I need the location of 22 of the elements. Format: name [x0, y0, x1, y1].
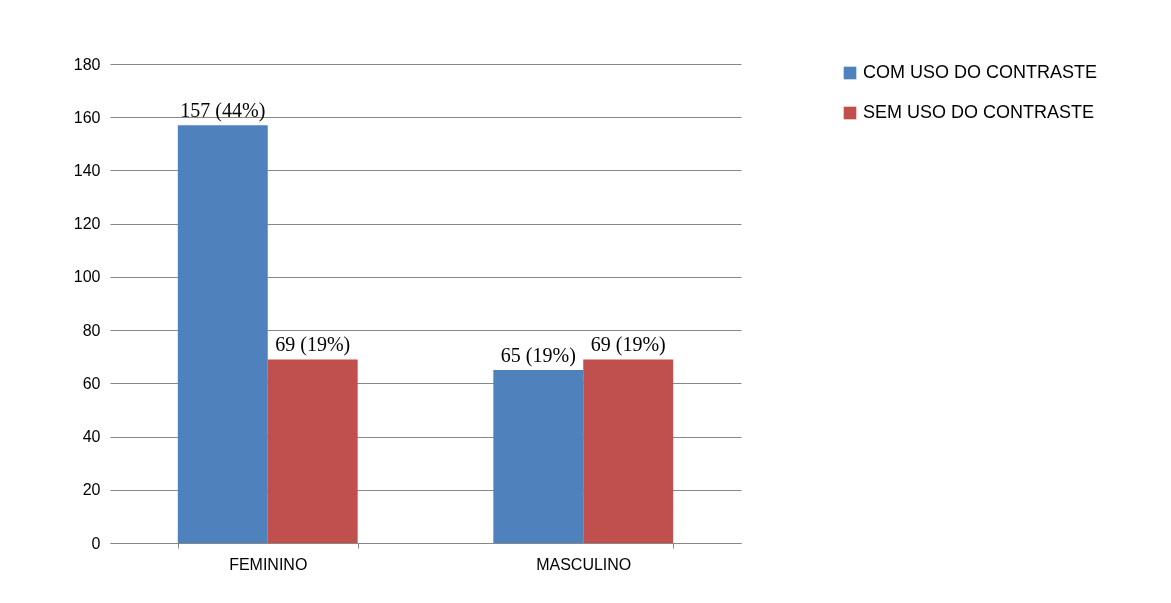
data-label: 65 (19%): [500, 344, 576, 368]
y-tick-label: 180: [73, 55, 101, 73]
x-tick-label: MASCULINO: [536, 555, 632, 573]
y-tick-label: 40: [82, 428, 101, 446]
y-tick-label: 0: [91, 534, 101, 552]
y-tick-label: 120: [73, 215, 101, 233]
y-tick-label: 60: [82, 374, 101, 392]
bar: [583, 359, 674, 543]
data-label: 69 (19%): [590, 333, 666, 357]
y-tick-label: 80: [82, 321, 101, 339]
y-tick-label: 100: [73, 268, 101, 286]
y-tick-label: 160: [73, 108, 101, 126]
x-tick-label: FEMININO: [229, 555, 308, 573]
y-tick-label: 140: [73, 161, 101, 179]
data-label: 157 (44%): [180, 99, 266, 123]
legend-label: SEM USO DO CONTRASTE: [863, 102, 1095, 122]
y-tick-label: 20: [82, 481, 101, 499]
data-label: 69 (19%): [275, 333, 351, 357]
bar: [177, 125, 268, 543]
bar: [267, 359, 358, 543]
legend-label: COM USO DO CONTRASTE: [863, 62, 1098, 82]
bar: [493, 370, 584, 543]
